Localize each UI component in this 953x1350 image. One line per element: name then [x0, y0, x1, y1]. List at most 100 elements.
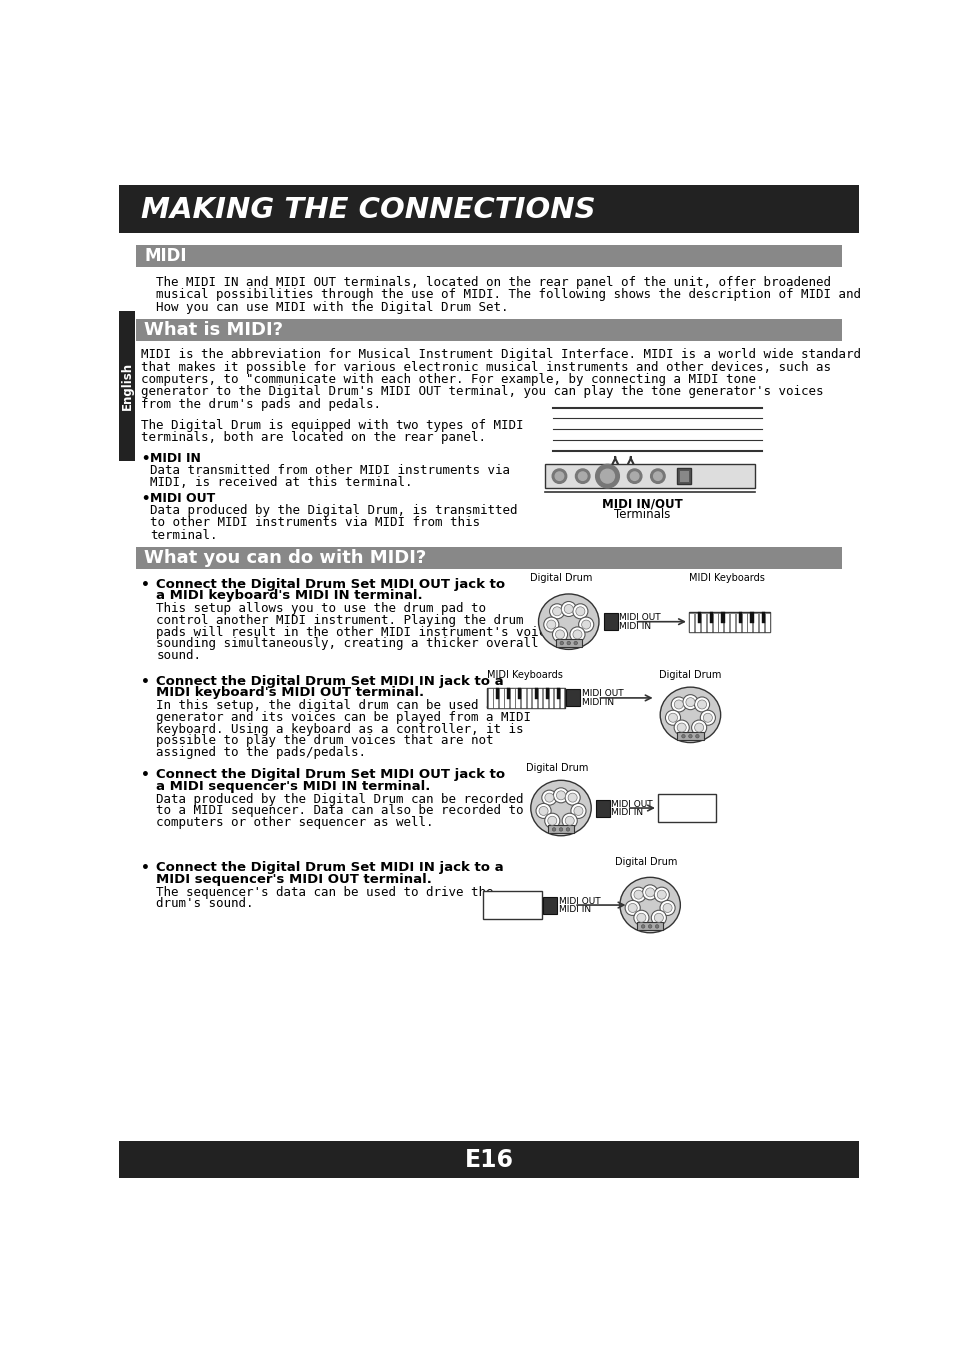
Text: MIDI OUT: MIDI OUT: [581, 690, 623, 698]
Circle shape: [561, 813, 577, 829]
Text: MIDI Keyboards: MIDI Keyboards: [487, 670, 562, 680]
Circle shape: [654, 913, 662, 922]
Circle shape: [581, 620, 590, 629]
Text: In this setup, the digital drum can be used as a tone: In this setup, the digital drum can be u…: [156, 699, 554, 713]
Bar: [700, 613, 705, 632]
Bar: [559, 688, 564, 707]
Text: MIDI OUT: MIDI OUT: [611, 799, 652, 809]
Circle shape: [569, 626, 584, 641]
Bar: [515, 688, 519, 707]
Text: computers, to "communicate with each other. For example, by connecting a MIDI to: computers, to "communicate with each oth…: [141, 373, 755, 386]
Bar: [136, 246, 841, 267]
Bar: [709, 613, 712, 624]
Text: MIDI, is received at this terminal.: MIDI, is received at this terminal.: [150, 477, 413, 489]
Circle shape: [552, 468, 566, 483]
Bar: [487, 688, 492, 707]
Bar: [520, 688, 525, 707]
Circle shape: [691, 720, 706, 734]
Text: MIDI is the abbreviation for Musical Instrument Digital Interface. MIDI is a wor: MIDI is the abbreviation for Musical Ins…: [141, 348, 860, 362]
Text: MIDI IN: MIDI IN: [611, 809, 643, 817]
Bar: [695, 613, 700, 632]
Text: Terminals: Terminals: [614, 509, 670, 521]
Circle shape: [685, 698, 694, 706]
Bar: [688, 613, 694, 632]
Text: This setup allows you to use the drum pad to: This setup allows you to use the drum pa…: [156, 602, 486, 616]
Text: MIDI OUT: MIDI OUT: [618, 613, 660, 622]
Bar: [677, 468, 691, 483]
Bar: [735, 613, 740, 632]
Circle shape: [574, 806, 582, 815]
Circle shape: [572, 603, 587, 618]
Circle shape: [700, 710, 715, 725]
Text: •: •: [141, 768, 150, 782]
Bar: [555, 639, 581, 647]
Text: •: •: [141, 451, 150, 466]
Bar: [545, 688, 549, 699]
Ellipse shape: [619, 878, 679, 933]
Circle shape: [682, 695, 698, 710]
Bar: [759, 613, 763, 632]
Bar: [532, 688, 537, 707]
Circle shape: [541, 790, 557, 805]
Circle shape: [634, 890, 642, 899]
Bar: [566, 690, 579, 706]
Text: pads will result in the other MIDI instrument's voice: pads will result in the other MIDI instr…: [156, 625, 554, 639]
Circle shape: [665, 710, 679, 725]
Circle shape: [599, 470, 614, 483]
Circle shape: [633, 910, 648, 925]
Bar: [136, 319, 841, 340]
Text: MIDI OUT: MIDI OUT: [150, 491, 215, 505]
Circle shape: [671, 697, 685, 711]
Circle shape: [576, 606, 584, 616]
Circle shape: [553, 788, 568, 803]
Bar: [509, 688, 514, 707]
Circle shape: [697, 699, 706, 709]
Circle shape: [574, 641, 577, 645]
Bar: [517, 688, 521, 699]
Circle shape: [657, 890, 665, 899]
Bar: [493, 688, 497, 707]
Circle shape: [552, 606, 561, 616]
Bar: [698, 613, 700, 624]
Circle shape: [642, 884, 657, 900]
Circle shape: [681, 734, 684, 738]
Text: drum's sound.: drum's sound.: [156, 898, 253, 910]
Ellipse shape: [659, 687, 720, 742]
Text: What is MIDI?: What is MIDI?: [144, 321, 283, 339]
Bar: [720, 613, 724, 624]
Bar: [496, 688, 498, 699]
Circle shape: [662, 903, 672, 913]
Text: Data produced by the Digital Drum can be recorded: Data produced by the Digital Drum can be…: [156, 792, 523, 806]
Circle shape: [630, 472, 639, 481]
Bar: [483, 891, 541, 919]
Circle shape: [570, 803, 585, 818]
Text: English: English: [120, 362, 133, 410]
Bar: [764, 613, 769, 632]
Circle shape: [688, 734, 692, 738]
Text: terminal.: terminal.: [150, 528, 217, 541]
Circle shape: [552, 626, 567, 641]
Bar: [723, 613, 728, 632]
Circle shape: [648, 925, 651, 929]
Text: The Digital Drum is equipped with two types of MIDI: The Digital Drum is equipped with two ty…: [141, 420, 523, 432]
Circle shape: [645, 888, 654, 896]
Circle shape: [677, 724, 685, 732]
Bar: [542, 688, 547, 707]
Text: that makes it possible for various electronic musical instruments and other devi: that makes it possible for various elect…: [141, 360, 830, 374]
Text: possible to play the drum voices that are not: possible to play the drum voices that ar…: [156, 734, 494, 747]
Bar: [753, 613, 758, 632]
Text: Digital Drum: Digital Drum: [659, 670, 721, 680]
Text: Connect the Digital Drum Set MIDI OUT jack to: Connect the Digital Drum Set MIDI OUT ja…: [156, 578, 505, 591]
Text: to a MIDI sequencer. Data can also be recorded to: to a MIDI sequencer. Data can also be re…: [156, 805, 523, 817]
Circle shape: [564, 790, 579, 805]
Bar: [706, 613, 711, 632]
Circle shape: [563, 605, 573, 613]
Circle shape: [544, 794, 554, 802]
Bar: [740, 613, 746, 632]
Circle shape: [595, 464, 618, 487]
Bar: [637, 922, 662, 930]
Text: •: •: [141, 861, 150, 875]
Text: generator and its voices can be played from a MIDI: generator and its voices can be played f…: [156, 711, 531, 724]
Text: sounding simultaneously, creating a thicker overall: sounding simultaneously, creating a thic…: [156, 637, 538, 651]
Bar: [718, 613, 722, 632]
